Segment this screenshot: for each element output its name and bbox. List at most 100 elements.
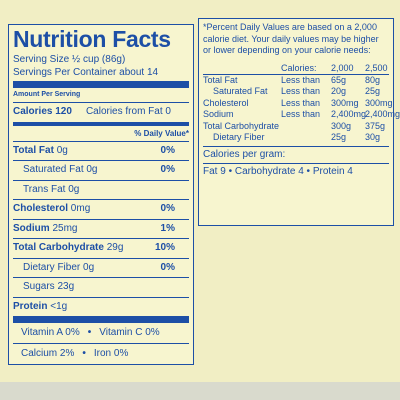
footnote: *Percent Daily Values are based on a 2,0… xyxy=(203,22,379,55)
calories: Calories 120 xyxy=(13,106,72,117)
spacer xyxy=(281,121,331,132)
table-name: Total Fat xyxy=(203,74,238,85)
daily-values-panel: *Percent Daily Values are based on a 2,0… xyxy=(198,18,400,226)
table-2500: 2,400mg xyxy=(365,109,400,120)
nutrient-name: Dietary Fiber xyxy=(23,261,81,273)
table-2500: 300mg xyxy=(365,97,393,108)
nutrient-row: Sodium 25mg 1% xyxy=(13,218,189,239)
table-2500: 25g xyxy=(365,86,381,97)
spacer xyxy=(203,63,281,74)
rule xyxy=(203,146,389,148)
table-2500: 30g xyxy=(365,131,381,142)
table-name: Sodium xyxy=(203,109,234,120)
nutrition-facts-panel: Nutrition Facts Serving Size ½ cup (86g) S… xyxy=(8,24,194,365)
nutrient-row: Trans Fat 0g xyxy=(13,179,189,200)
nutrient-label: Saturated Fat 0g xyxy=(23,161,98,180)
nutrient-row: Protein <1g xyxy=(13,296,189,317)
table-limit: Less than xyxy=(281,86,321,97)
nutrient-name: Total Carbohydrate xyxy=(13,242,104,253)
nutrient-amount: 0g xyxy=(56,144,68,156)
table-row: Cholesterol Less than 300mg 300mg xyxy=(203,97,393,109)
nutrient-amount: 25mg xyxy=(52,222,78,234)
table-limit: Less than xyxy=(281,74,321,85)
vitamin: Iron 0% xyxy=(93,348,129,359)
nutrient-amount: 0g xyxy=(68,183,80,195)
nutrient-amount: <1g xyxy=(50,300,68,312)
table-2000: 25g xyxy=(331,131,347,142)
nutrient-name: Protein xyxy=(13,300,48,312)
table-2000: 2,400mg xyxy=(331,109,367,120)
table-header-cell: 2,500 xyxy=(365,62,388,73)
nutrient-amount: 0mg xyxy=(70,203,91,214)
amount-per-serving: Amount Per Serving xyxy=(13,91,81,98)
rule xyxy=(13,121,189,126)
table-name: Total Carbohydrate xyxy=(203,120,280,131)
table-2000: 300g xyxy=(331,120,352,131)
nutrient-amount: 0g xyxy=(86,164,98,175)
nutrient-name: Sodium xyxy=(13,222,50,234)
calories-row: Calories 120 Calories from Fat 0 xyxy=(13,102,189,122)
nutrient-row: Sugars 23g xyxy=(13,277,189,297)
table-name: Saturated Fat xyxy=(213,86,268,97)
nutrient-label: Trans Fat 0g xyxy=(23,181,79,200)
nutrient-amount: 0g xyxy=(83,261,95,273)
dv-header: % Daily Value* xyxy=(134,128,189,138)
vitamin-row: Vitamin A 0% • Vitamin C 0% xyxy=(13,323,189,343)
table-header-cell: Calories: xyxy=(281,62,317,73)
vitamin: Vitamin A 0% xyxy=(21,327,80,338)
bullet: • xyxy=(82,348,86,359)
bullet: • xyxy=(87,327,92,338)
nutrient-name: Cholesterol xyxy=(13,203,69,214)
nutrient-name: Saturated Fat xyxy=(23,164,84,175)
serving-size: Serving Size ½ cup (86g) xyxy=(13,54,126,65)
nutrient-row: Dietary Fiber 0g 0% xyxy=(13,257,189,278)
table-row: Dietary Fiber 25g 30g xyxy=(203,132,389,143)
table-header-cell: 2,000 xyxy=(331,62,354,73)
vitamin-row: Calcium 2% • Iron 0% xyxy=(13,343,189,364)
table-header: Calories: 2,000 2,500 xyxy=(203,63,389,74)
nutrient-label: Sugars 23g xyxy=(23,278,74,297)
nutrient-label: Sodium 25mg xyxy=(13,220,77,239)
nutrient-label: Protein <1g xyxy=(13,298,67,317)
rule xyxy=(203,73,389,75)
nutrient-dv: 1% xyxy=(160,222,175,234)
dv-header-row: % Daily Value* xyxy=(13,126,189,141)
table-row: Total Fat Less than 65g 80g xyxy=(203,75,389,86)
nutrient-row: Cholesterol 0mg 0% xyxy=(13,199,189,219)
table-2500: 375g xyxy=(365,120,386,131)
nutrient-dv: 0% xyxy=(160,164,175,175)
nutrient-label: Total Carbohydrate 29g xyxy=(13,239,123,258)
rule xyxy=(13,316,189,323)
calories-per-gram: Fat 9 • Carbohydrate 4 • Protein 4 xyxy=(203,166,353,178)
nutrient-label: Total Fat 0g xyxy=(13,142,68,161)
vitamin: Calcium 2% xyxy=(21,348,75,359)
background-strip xyxy=(0,382,400,400)
nutrient-row: Saturated Fat 0g 0% xyxy=(13,160,189,180)
nutrient-dv: 0% xyxy=(160,144,175,156)
rule xyxy=(13,81,189,88)
table-2500: 80g xyxy=(365,74,381,85)
table-2000: 20g xyxy=(331,86,347,97)
servings: Servings Per Container about 14 xyxy=(13,67,159,78)
nutrient-label: Dietary Fiber 0g xyxy=(23,259,94,278)
table-name: Cholesterol xyxy=(203,97,249,108)
rule xyxy=(203,163,389,165)
nutrient-dv: 0% xyxy=(160,261,175,273)
nutrient-amount: 29g xyxy=(106,242,124,253)
table-row: Total Carbohydrate 300g 375g xyxy=(203,121,389,132)
table-2000: 300mg xyxy=(331,97,359,108)
nutrient-label: Cholesterol 0mg xyxy=(13,200,90,219)
title: Nutrition Facts xyxy=(13,26,171,52)
vitamin: Vitamin C 0% xyxy=(99,327,160,338)
nutrient-dv: 10% xyxy=(154,242,175,253)
calories-per-gram-title: Calories per gram: xyxy=(203,149,286,161)
table-limit: Less than xyxy=(281,109,321,120)
nutrient-name: Total Fat xyxy=(13,144,54,156)
nutrient-row: Total Carbohydrate 29g 10% xyxy=(13,238,189,258)
table-row: Sodium Less than 2,400mg 2,400mg xyxy=(203,109,400,120)
spacer xyxy=(281,132,331,143)
nutrient-amount: 23g xyxy=(57,281,75,292)
nutrient-name: Sugars xyxy=(23,281,55,292)
nutrient-dv: 0% xyxy=(160,203,175,214)
